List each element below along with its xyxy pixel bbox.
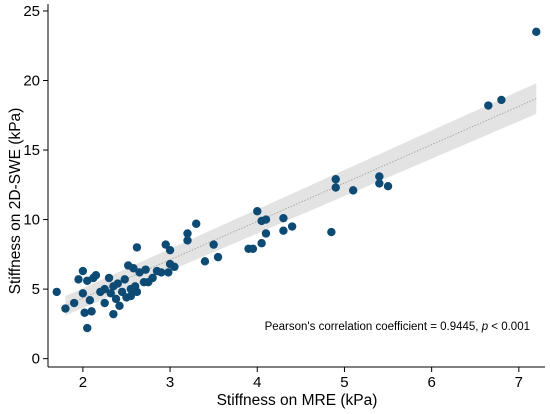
x-tick-label: 7 (515, 374, 523, 391)
data-point (375, 172, 384, 181)
data-point (165, 245, 175, 255)
data-point (183, 236, 192, 245)
data-point (279, 213, 288, 223)
y-axis-ticks: 0 5 10 15 20 25 (23, 3, 48, 368)
data-point (132, 287, 142, 297)
data-point (78, 266, 88, 276)
data-point (484, 101, 493, 110)
data-point (209, 240, 218, 249)
y-tick-label: 15 (23, 142, 40, 159)
data-point (111, 294, 121, 304)
y-tick-label: 20 (23, 72, 40, 89)
data-point (74, 275, 83, 284)
data-point (129, 264, 138, 273)
x-tick-label: 4 (253, 374, 261, 391)
data-point (497, 95, 506, 105)
data-point (375, 179, 384, 188)
data-point (164, 268, 173, 277)
data-point (87, 307, 96, 316)
data-point (261, 229, 271, 238)
x-tick-label: 2 (79, 374, 87, 391)
data-point (253, 207, 262, 216)
data-point (157, 268, 166, 277)
data-point (83, 323, 92, 333)
data-point (100, 298, 109, 308)
confidence-band-layer (65, 83, 537, 316)
data-point (106, 289, 115, 298)
data-point (104, 273, 114, 283)
data-point (61, 304, 70, 313)
data-point (183, 229, 192, 238)
correlation-annotation-p: p (481, 321, 489, 333)
y-tick-label: 25 (23, 3, 40, 20)
axes (47, 4, 545, 368)
confidence-band (65, 83, 537, 316)
y-tick-label: 0 (32, 351, 40, 368)
data-point (100, 284, 109, 294)
data-point (331, 183, 340, 192)
data-points (52, 27, 541, 333)
data-point (532, 27, 541, 37)
data-point (327, 227, 336, 237)
data-point (148, 273, 157, 283)
data-point (348, 186, 358, 195)
data-point (141, 265, 150, 274)
data-point (91, 271, 101, 280)
data-point (52, 287, 61, 297)
data-point (213, 252, 223, 262)
data-point (331, 175, 340, 184)
y-axis-title: Stiffness on 2D-SWE (kPa) (7, 108, 24, 295)
data-point (261, 215, 271, 224)
data-point (78, 289, 88, 298)
data-point (109, 309, 118, 319)
data-point (69, 298, 79, 308)
x-tick-label: 6 (427, 374, 435, 391)
y-tick-label: 5 (32, 281, 40, 298)
data-point (383, 181, 393, 191)
data-point (115, 301, 124, 311)
correlation-annotation: Pearson's correlation coefficient = 0.94… (265, 321, 530, 333)
data-point (192, 219, 201, 228)
data-point (248, 244, 258, 253)
data-point (132, 243, 142, 252)
x-tick-label: 5 (340, 374, 348, 391)
x-axis-title: Stiffness on MRE (kPa) (217, 392, 378, 409)
correlation-annotation-prefix: Pearson's correlation coefficient = 0.94… (265, 321, 482, 333)
data-point (126, 291, 136, 301)
data-point (113, 279, 122, 288)
data-point (287, 222, 297, 231)
data-point (170, 262, 179, 272)
data-point (257, 239, 266, 248)
data-point (120, 275, 129, 284)
correlation-annotation-suffix: < 0.001 (488, 321, 530, 333)
data-point (200, 257, 210, 266)
y-tick-label: 10 (23, 212, 40, 229)
data-point (279, 226, 288, 235)
x-axis-ticks: 2 3 4 5 6 7 (79, 367, 523, 391)
x-tick-label: 3 (166, 374, 174, 391)
data-point (80, 308, 89, 317)
data-point (85, 296, 95, 305)
